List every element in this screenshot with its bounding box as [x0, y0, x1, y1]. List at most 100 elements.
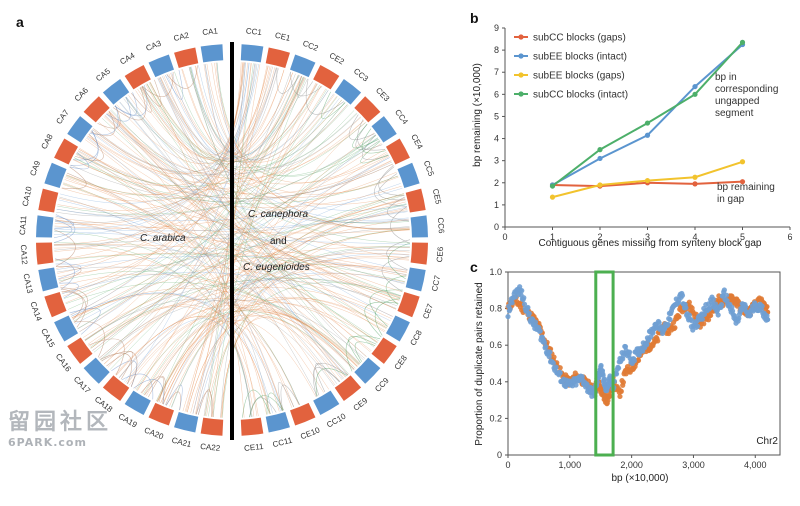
- synteny-link: [378, 164, 405, 196]
- synteny-link: [168, 73, 335, 163]
- segment-ca16: [67, 337, 93, 364]
- segment-label-cc9: CC9: [373, 376, 391, 394]
- synteny-link: [89, 306, 255, 417]
- chart-c-point-series-1: [509, 300, 515, 306]
- synteny-link: [106, 113, 408, 271]
- synteny-link: [187, 315, 349, 413]
- synteny-link: [53, 219, 73, 239]
- legend-swatch-marker: [518, 34, 524, 40]
- synteny-link: [357, 119, 386, 151]
- synteny-link: [93, 66, 273, 173]
- chart-c-point-series-1: [622, 344, 629, 350]
- synteny-link: [89, 277, 401, 348]
- synteny-link: [91, 130, 392, 195]
- chart-b-y-tick-label: 9: [494, 23, 499, 33]
- synteny-link: [86, 137, 349, 376]
- chart-b-point: [644, 120, 651, 126]
- synteny-link: [146, 83, 349, 168]
- synteny-link: [71, 292, 273, 414]
- segment-ca1: [200, 44, 224, 63]
- synteny-link: [71, 143, 382, 318]
- synteny-link: [104, 252, 410, 365]
- synteny-link: [93, 128, 399, 304]
- synteny-link: [108, 111, 403, 293]
- synteny-link: [101, 118, 378, 344]
- chart-c-point-series-1: [579, 373, 585, 380]
- synteny-link: [90, 131, 409, 223]
- synteny-link: [137, 76, 303, 162]
- synteny-link: [126, 62, 250, 384]
- synteny-link: [59, 273, 355, 370]
- segment-label-ce5: CE5: [431, 188, 443, 206]
- chart-c-point-series-1: [521, 295, 527, 301]
- synteny-link: [156, 89, 328, 402]
- chart-b-y-tick-label: 4: [494, 134, 499, 144]
- watermark-line-2: 6PARK.com: [8, 436, 87, 449]
- chart-c-point-series-1: [550, 360, 556, 366]
- synteny-link: [58, 199, 355, 370]
- synteny-link: [249, 395, 284, 418]
- synteny-link: [119, 272, 405, 378]
- synteny-link: [142, 85, 357, 171]
- synteny-link: [69, 151, 90, 170]
- chart-c-point-series-1: [665, 321, 671, 328]
- chart-b-x-tick-label: 2: [597, 232, 602, 242]
- synteny-link: [305, 79, 345, 115]
- segment-ce2: [313, 65, 340, 90]
- chart-b-x-tick-label: 5: [740, 232, 745, 242]
- synteny-link: [60, 287, 88, 324]
- synteny-link: [146, 83, 410, 224]
- synteny-link: [90, 74, 299, 349]
- synteny-link: [378, 173, 406, 201]
- chart-c-point-series-1: [521, 301, 528, 307]
- chart-c-point-series-1: [747, 312, 754, 318]
- synteny-link: [220, 327, 271, 418]
- chart-c-point-series-1: [723, 292, 730, 298]
- synteny-link: [79, 97, 340, 333]
- chart-c-point-series-1: [765, 316, 771, 323]
- synteny-link: [125, 97, 318, 397]
- segment-ce4: [385, 138, 410, 165]
- synteny-link: [189, 66, 379, 177]
- synteny-link: [158, 77, 367, 357]
- chart-c-point-series-0: [676, 314, 682, 320]
- segment-ca13: [38, 267, 59, 292]
- synteny-link: [77, 150, 280, 412]
- synteny-link: [54, 62, 245, 251]
- synteny-link: [204, 62, 246, 152]
- segment-label-cc11: CC11: [272, 436, 294, 450]
- synteny-link: [166, 74, 409, 221]
- chart-c-y-tick-label: 1.0: [489, 267, 502, 277]
- synteny-link: [57, 264, 393, 317]
- synteny-link: [163, 193, 404, 405]
- synteny-link: [280, 384, 300, 411]
- synteny-link: [84, 139, 284, 411]
- label-c-eugenioides: C. eugenioides: [243, 262, 310, 273]
- chart-c-point-series-1: [626, 349, 633, 355]
- chart-b-point: [549, 194, 556, 200]
- chart-c-y-tick-label: 0.4: [489, 377, 502, 387]
- legend-swatch-marker: [518, 72, 524, 78]
- synteny-link: [182, 68, 397, 310]
- segment-cc4: [371, 116, 397, 143]
- synteny-link: [125, 207, 408, 383]
- synteny-link: [104, 115, 258, 417]
- segment-label-ca4: CA4: [118, 51, 136, 67]
- chart-c-point-series-1: [650, 330, 656, 336]
- chart-c-y-tick-label: 0.6: [489, 340, 502, 350]
- synteny-link: [143, 310, 355, 395]
- chart-c-x-tick-label: 0: [505, 460, 510, 470]
- chart-c-point-series-1: [573, 382, 579, 388]
- synteny-link: [56, 96, 338, 269]
- synteny-link: [87, 304, 283, 411]
- synteny-link: [212, 77, 307, 418]
- synteny-link: [108, 111, 330, 390]
- chart-c-point-series-0: [635, 357, 642, 364]
- segment-ca17: [83, 357, 110, 384]
- chart-c-point-series-0: [618, 388, 624, 395]
- segment-label-cc7: CC7: [430, 274, 442, 292]
- chart-b-point: [739, 179, 746, 185]
- synteny-link: [115, 304, 359, 375]
- synteny-link: [107, 112, 340, 382]
